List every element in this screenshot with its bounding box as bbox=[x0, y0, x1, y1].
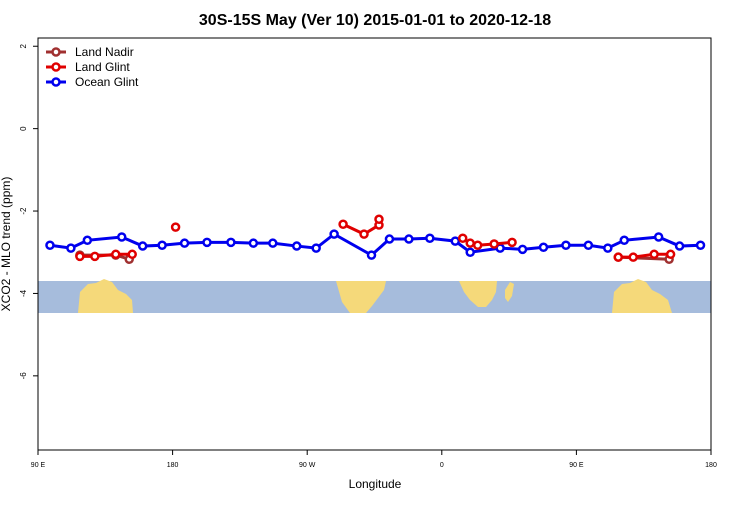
data-point bbox=[137, 241, 148, 251]
data-point bbox=[489, 239, 499, 249]
data-point bbox=[45, 240, 55, 250]
data-point bbox=[450, 236, 461, 246]
data-point bbox=[538, 242, 549, 253]
data-point bbox=[465, 238, 475, 248]
y-tick-label: -6 bbox=[19, 372, 28, 380]
data-point bbox=[111, 249, 121, 260]
y-axis-label: XCO2 - MLO trend (ppm) bbox=[0, 177, 13, 312]
data-point bbox=[561, 240, 571, 250]
data-point bbox=[653, 232, 664, 242]
data-point bbox=[425, 233, 435, 243]
data-point bbox=[90, 251, 100, 262]
data-point bbox=[665, 249, 676, 260]
land bbox=[612, 279, 672, 313]
data-point bbox=[127, 249, 137, 260]
data-point bbox=[649, 249, 659, 260]
y-tick-label: -2 bbox=[19, 207, 28, 215]
data-point bbox=[291, 241, 302, 251]
y-tick-label: 0 bbox=[19, 126, 28, 131]
data-point bbox=[179, 238, 190, 248]
y-tick-label: -4 bbox=[19, 289, 28, 297]
data-point bbox=[517, 244, 528, 255]
legend-label: Land Nadir bbox=[75, 45, 134, 59]
x-tick-label: 180 bbox=[167, 462, 179, 469]
data-point bbox=[329, 229, 339, 239]
data-point bbox=[117, 232, 127, 242]
y-tick-label: 2 bbox=[19, 43, 28, 48]
data-point bbox=[66, 243, 76, 253]
data-point bbox=[359, 229, 369, 239]
data-point bbox=[507, 237, 517, 248]
data-point bbox=[82, 235, 93, 246]
data-point bbox=[75, 251, 85, 262]
legend-marker bbox=[51, 62, 61, 72]
data-point bbox=[583, 240, 594, 250]
series-line bbox=[79, 252, 133, 258]
data-point bbox=[374, 214, 384, 225]
series-line bbox=[618, 252, 671, 259]
data-point bbox=[157, 240, 167, 250]
legend-marker bbox=[51, 77, 61, 87]
data-point bbox=[202, 237, 212, 248]
data-point bbox=[457, 233, 468, 243]
legend-label: Ocean Glint bbox=[75, 75, 139, 89]
legend-label: Land Glint bbox=[75, 60, 130, 74]
land bbox=[336, 281, 386, 313]
data-point bbox=[404, 234, 414, 244]
plot-frame bbox=[37, 37, 712, 451]
chart-title: 30S-15S May (Ver 10) 2015-01-01 to 2020-… bbox=[199, 12, 551, 29]
x-tick-label: 90 W bbox=[299, 462, 316, 469]
data-point bbox=[366, 250, 377, 260]
legend-marker bbox=[51, 47, 61, 57]
x-tick-label: 0 bbox=[440, 462, 444, 469]
data-point bbox=[338, 219, 348, 229]
data-point bbox=[384, 234, 395, 244]
data-point bbox=[628, 252, 638, 262]
land bbox=[459, 281, 497, 307]
data-point bbox=[311, 243, 321, 253]
data-point bbox=[695, 240, 706, 250]
x-tick-label: 180 bbox=[705, 462, 717, 469]
x-tick-label: 90 E bbox=[31, 462, 46, 469]
data-point bbox=[248, 238, 259, 248]
data-point bbox=[472, 240, 483, 250]
x-axis-label: Longitude bbox=[349, 477, 402, 491]
data-point bbox=[619, 235, 630, 246]
data-point bbox=[226, 237, 236, 248]
land bbox=[78, 279, 133, 313]
map-band bbox=[38, 279, 711, 313]
data-point bbox=[613, 252, 624, 262]
land bbox=[505, 282, 514, 302]
x-tick-label: 90 E bbox=[569, 462, 584, 469]
data-point bbox=[170, 222, 181, 232]
data-point bbox=[465, 247, 475, 257]
data-point bbox=[603, 243, 613, 253]
data-point bbox=[674, 241, 685, 251]
data-point bbox=[268, 238, 278, 248]
